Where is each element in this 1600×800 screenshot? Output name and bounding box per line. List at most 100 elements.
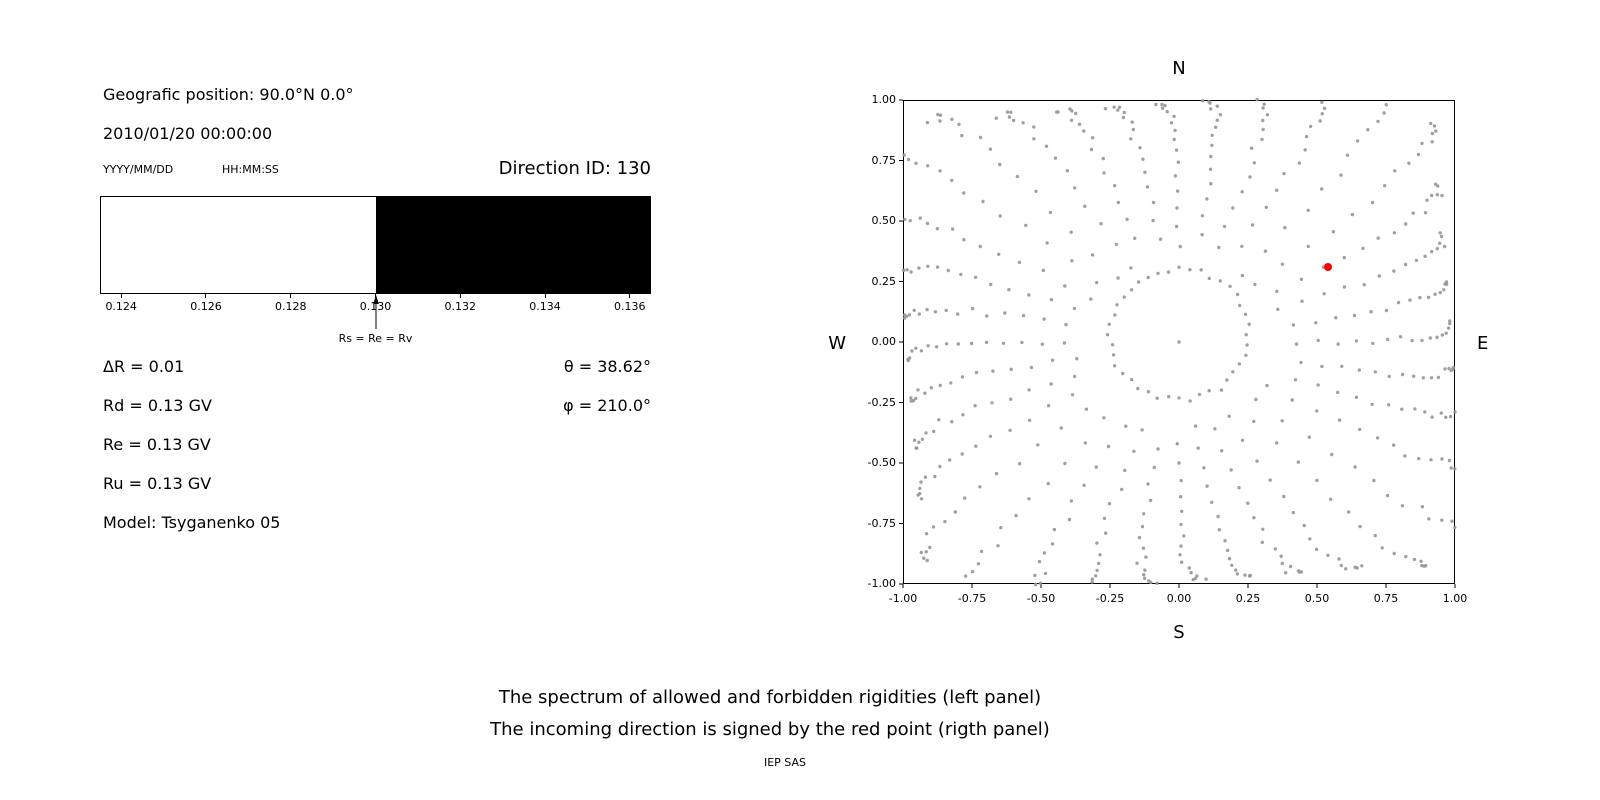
trajectory-dot: [1041, 268, 1045, 273]
trajectory-dot: [1210, 143, 1214, 147]
trajectory-dot: [1326, 553, 1330, 557]
trajectory-dot: [1070, 259, 1074, 263]
trajectory-dot: [1116, 276, 1120, 280]
trajectory-dot: [988, 434, 993, 438]
trajectory-dot: [1229, 468, 1233, 472]
trajectory-dot: [1007, 288, 1011, 292]
trajectory-dot: [1133, 236, 1137, 240]
trajectory-dot: [1376, 236, 1380, 240]
trajectory-dot: [1146, 482, 1150, 486]
trajectory-dot: [912, 438, 917, 442]
trajectory-dot: [1252, 516, 1256, 520]
trajectory-dot: [1440, 457, 1444, 461]
trajectory-dot: [1300, 299, 1304, 303]
trajectory-dot: [1385, 493, 1390, 498]
trajectory-dot: [1297, 161, 1301, 165]
trajectory-dot: [1223, 539, 1227, 543]
trajectory-dot: [1299, 570, 1304, 574]
trajectory-dot: [1400, 372, 1405, 377]
trajectory-dot: [908, 219, 912, 223]
trajectory-dot: [1444, 331, 1448, 335]
trajectory-dot: [1173, 174, 1178, 178]
trajectory-dot: [944, 308, 948, 313]
trajectory-dot: [1135, 561, 1139, 565]
compass-north-label: N: [1172, 58, 1186, 79]
trajectory-dot: [1227, 557, 1232, 561]
trajectory-dot: [932, 429, 936, 434]
trajectory-dot: [1453, 467, 1457, 471]
trajectory-dot: [1237, 362, 1242, 366]
trajectory-dot: [1436, 184, 1440, 188]
trajectory-dot: [1121, 371, 1125, 376]
trajectory-dot: [960, 133, 964, 138]
trajectory-dot: [1149, 580, 1153, 585]
trajectory-dot: [976, 562, 981, 566]
trajectory-dot: [914, 446, 918, 450]
trajectory-dot: [1352, 313, 1357, 318]
trajectory-dot: [1105, 333, 1110, 337]
trajectory-dot: [1156, 271, 1160, 276]
trajectory-dot: [985, 314, 989, 318]
trajectory-dot: [925, 307, 929, 312]
trajectory-dot: [1141, 546, 1146, 550]
trajectory-dot: [1439, 411, 1443, 415]
trajectory-dot: [1209, 154, 1213, 159]
trajectory-dot: [916, 493, 920, 497]
trajectory-dot: [1435, 193, 1439, 197]
trajectory-dot: [918, 486, 922, 491]
x-tick-label: 0.50: [1304, 592, 1330, 605]
trajectory-dot: [1089, 297, 1093, 301]
trajectory-dot: [1261, 527, 1265, 531]
spectrum-tick-label: 0.136: [614, 300, 646, 313]
trajectory-dot: [1191, 578, 1195, 582]
trajectory-dot: [1215, 118, 1219, 122]
trajectory-dot: [919, 497, 924, 501]
trajectory-dot: [1339, 173, 1343, 177]
trajectory-dot: [938, 464, 942, 469]
trajectory-dot: [909, 396, 913, 400]
trajectory-dot: [926, 164, 930, 168]
trajectory-dot: [919, 349, 924, 353]
trajectory-dot: [1420, 141, 1424, 146]
trajectory-dot: [902, 153, 906, 157]
trajectory-dot: [1160, 102, 1164, 107]
trajectory-dot: [926, 344, 930, 348]
trajectory-dot: [1091, 136, 1095, 140]
trajectory-dot: [1123, 468, 1127, 473]
trajectory-dot: [944, 342, 949, 346]
trajectory-dot: [1067, 517, 1072, 522]
trajectory-dot: [1247, 574, 1252, 578]
trajectory-dot: [1429, 121, 1433, 126]
trajectory-dot: [1189, 571, 1193, 575]
trajectory-dot: [1169, 121, 1174, 125]
delta-r-text: ΔR = 0.01: [103, 357, 185, 376]
trajectory-dot: [1165, 110, 1169, 114]
trajectory-dot: [1008, 428, 1012, 432]
spectrum-tick-label: 0.134: [529, 300, 561, 313]
trajectory-dot: [1112, 105, 1116, 109]
trajectory-dot: [1417, 456, 1421, 461]
spectrum-tick-mark: [629, 294, 631, 298]
trajectory-dot: [1033, 573, 1037, 578]
trajectory-dot: [924, 431, 928, 435]
trajectory-dot: [1094, 574, 1098, 578]
trajectory-dot: [1293, 378, 1298, 382]
trajectory-dot: [1423, 254, 1427, 258]
trajectory-dot: [917, 440, 921, 444]
trajectory-dot: [1336, 342, 1340, 346]
trajectory-dot: [1411, 211, 1415, 215]
trajectory-dot: [902, 268, 906, 272]
trajectory-dot: [1396, 300, 1401, 305]
trajectory-dot: [1344, 567, 1348, 571]
trajectory-dot: [950, 227, 955, 231]
trajectory-dot: [1166, 270, 1171, 274]
trajectory-dot: [978, 485, 982, 489]
spectrum-tick-label: 0.126: [190, 300, 222, 313]
trajectory-dot: [1027, 388, 1031, 392]
trajectory-dot: [1200, 99, 1205, 103]
trajectory-dot: [1373, 370, 1377, 374]
trajectory-dot: [1404, 222, 1408, 226]
trajectory-dot: [1414, 258, 1419, 263]
trajectory-dot: [1007, 115, 1012, 119]
trajectory-dot: [989, 282, 993, 287]
